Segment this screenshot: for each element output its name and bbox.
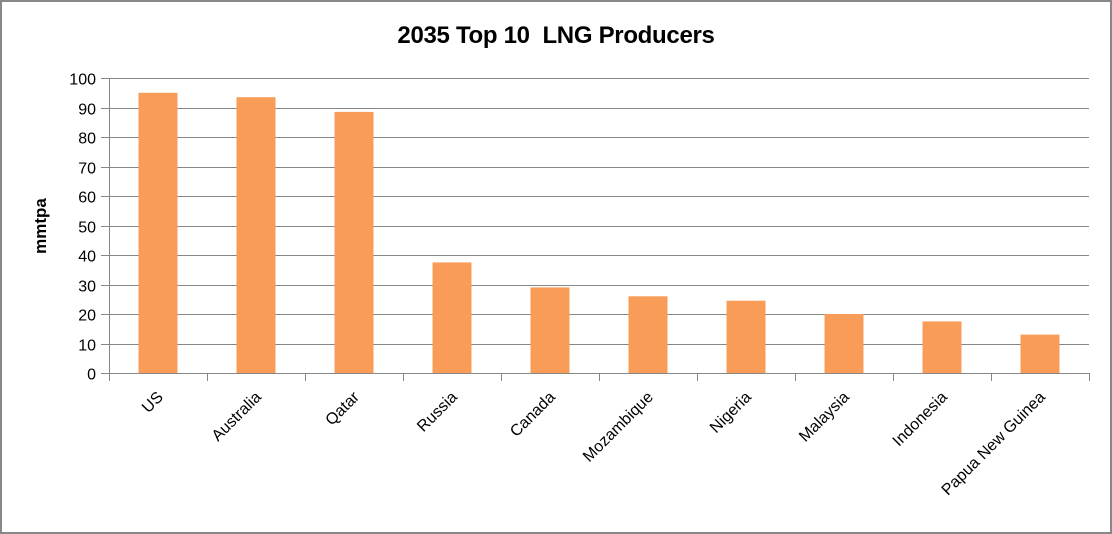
y-tick-label: 10 — [78, 338, 96, 355]
x-category-label: Russia — [414, 389, 461, 436]
bar — [138, 92, 178, 374]
y-tick-label: 100 — [69, 72, 96, 89]
y-tick-label: 30 — [78, 279, 96, 296]
bar — [530, 287, 570, 373]
y-tick-label: 50 — [78, 220, 96, 237]
x-category-label: Canada — [507, 389, 559, 441]
x-category-label: Qatar — [323, 388, 364, 429]
x-category-label: Australia — [209, 389, 265, 445]
x-category-label: Papua New Guinea — [939, 389, 1049, 499]
bar — [334, 111, 374, 374]
x-category-label: Nigeria — [707, 389, 755, 437]
bar — [726, 300, 766, 373]
bar — [922, 321, 962, 373]
bar — [1020, 334, 1060, 373]
y-tick-label: 80 — [78, 131, 96, 148]
y-tick-label: 90 — [78, 102, 96, 119]
y-tick-label: 20 — [78, 308, 96, 325]
chart-title: 2035 Top 10 LNG Producers — [397, 22, 715, 49]
bar — [628, 296, 668, 373]
bar — [432, 262, 472, 373]
x-category-label: Malaysia — [796, 389, 853, 446]
y-tick-label: 60 — [78, 190, 96, 207]
bar — [824, 314, 864, 373]
y-tick-label: 40 — [78, 249, 96, 266]
x-category-label: Mozambique — [580, 389, 657, 466]
y-tick-label: 0 — [87, 367, 96, 384]
bar — [236, 97, 276, 373]
x-category-label: US — [139, 389, 167, 417]
y-tick-label: 70 — [78, 161, 96, 178]
x-category-label: Indonesia — [890, 389, 951, 450]
